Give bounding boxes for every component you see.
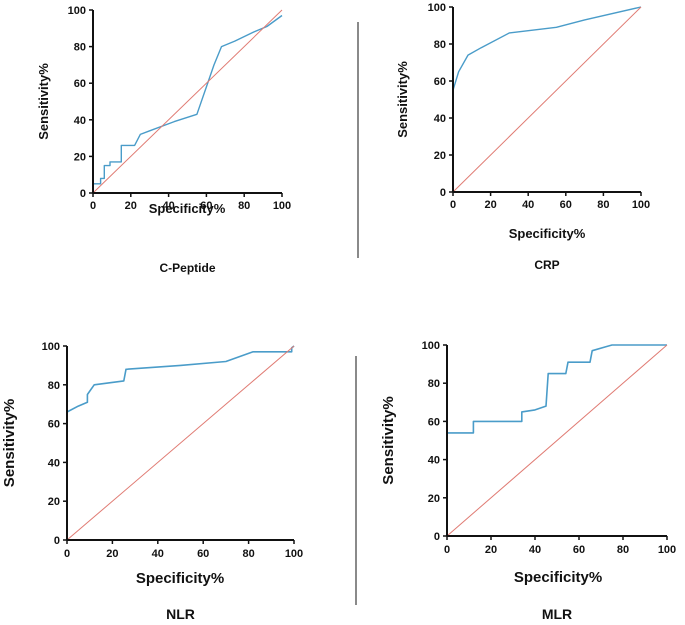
- x-axis-title: Specificity%: [149, 201, 226, 216]
- x-tick-label: 0: [444, 544, 450, 556]
- y-tick-label: 100: [428, 2, 446, 14]
- x-tick-label: 40: [162, 200, 174, 212]
- y-tick-label: 0: [434, 531, 440, 543]
- x-tick-label: 80: [597, 199, 609, 211]
- y-tick-label: 100: [68, 5, 86, 17]
- x-tick-label: 80: [238, 200, 250, 212]
- x-tick-label: 20: [106, 548, 118, 560]
- y-tick-label: 80: [428, 378, 440, 390]
- y-tick-label: 20: [74, 151, 86, 163]
- x-tick-label: 40: [522, 199, 534, 211]
- y-tick-label: 60: [74, 78, 86, 90]
- x-tick-label: 0: [64, 548, 70, 560]
- x-tick-label: 0: [90, 200, 96, 212]
- x-tick-label: 40: [152, 548, 164, 560]
- y-axis-title: Sensitivity%: [395, 61, 410, 138]
- x-tick-label: 100: [658, 544, 676, 556]
- y-tick-label: 40: [428, 455, 440, 467]
- x-tick-label: 0: [450, 199, 456, 211]
- y-tick-label: 40: [48, 457, 60, 469]
- y-tick-label: 80: [48, 380, 60, 392]
- x-axis-title: Specificity%: [514, 569, 602, 586]
- y-tick-label: 20: [428, 493, 440, 505]
- x-tick-label: 40: [529, 544, 541, 556]
- x-tick-label: 100: [273, 200, 291, 212]
- y-tick-label: 60: [48, 419, 60, 431]
- roc-curve: [66, 345, 295, 540]
- y-tick-label: 40: [74, 115, 86, 127]
- x-tick-label: 100: [285, 548, 303, 560]
- x-tick-label: 80: [242, 548, 254, 560]
- x-tick-label: 20: [125, 200, 137, 212]
- y-tick-label: 0: [54, 535, 60, 547]
- reference-line: [446, 344, 668, 537]
- y-tick-label: 0: [80, 188, 86, 200]
- x-tick-label: 80: [617, 544, 629, 556]
- y-tick-label: 0: [440, 187, 446, 199]
- roc-curve: [92, 14, 283, 193]
- x-tick-label: 60: [573, 544, 585, 556]
- panel-label: MLR: [542, 606, 572, 622]
- x-tick-label: 60: [200, 200, 212, 212]
- y-tick-label: 20: [434, 150, 446, 162]
- y-tick-label: 40: [434, 113, 446, 125]
- panel-label: C-Peptide: [159, 261, 215, 275]
- y-axis-title: Sensitivity%: [36, 63, 51, 140]
- x-axis-title: Specificity%: [509, 226, 586, 241]
- y-tick-label: 100: [42, 341, 60, 353]
- panel-label: NLR: [166, 606, 195, 622]
- reference-line: [66, 345, 295, 541]
- y-axis-title: Sensitivity%: [1, 399, 18, 487]
- y-axis-title: Sensitivity%: [380, 396, 397, 484]
- x-tick-label: 60: [560, 199, 572, 211]
- x-tick-label: 20: [485, 544, 497, 556]
- chart-mlr: 0 20 40 60 80 100 0 20 40 60 80 100 Specificity% Sens…: [380, 340, 676, 622]
- roc-curve: [452, 6, 642, 192]
- x-axis-title: Specificity%: [136, 570, 224, 587]
- roc-curve: [446, 344, 667, 536]
- chart-nlr: 0 20 40 60 80 100 0 20 40 60 80 100 Specificity% Sens…: [1, 341, 303, 622]
- x-tick-label: 20: [484, 199, 496, 211]
- y-tick-label: 100: [422, 340, 440, 352]
- y-tick-label: 80: [74, 42, 86, 54]
- reference-line: [452, 6, 642, 193]
- reference-line: [92, 9, 283, 194]
- x-tick-label: 60: [197, 548, 209, 560]
- chart-crp: 0 20 40 60 80 100 0 20 40 60 80 100 Specificity% Sens…: [395, 2, 650, 272]
- panel-label: CRP: [534, 258, 559, 272]
- x-tick-label: 100: [632, 199, 650, 211]
- y-tick-label: 60: [428, 416, 440, 428]
- y-tick-label: 20: [48, 496, 60, 508]
- y-tick-label: 60: [434, 76, 446, 88]
- y-tick-label: 80: [434, 39, 446, 51]
- chart-c-peptide: 0 20 40 60 80 100 0 20 40 60 80 100 Specificity% Sens…: [36, 5, 291, 275]
